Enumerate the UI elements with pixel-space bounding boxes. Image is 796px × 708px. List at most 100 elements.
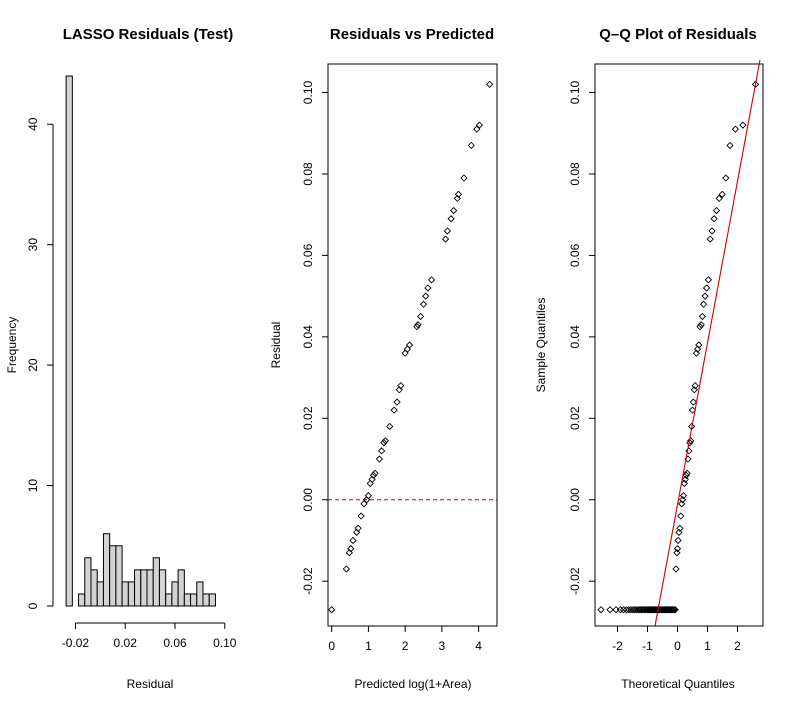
- data-point: [669, 606, 677, 614]
- histogram-bar: [183, 593, 192, 607]
- histogram-bar: [121, 581, 129, 607]
- histogram-bar: [146, 569, 154, 607]
- data-point: [699, 300, 708, 308]
- histogram-x-label: Residual: [127, 677, 174, 691]
- data-point: [682, 471, 690, 479]
- data-point: [751, 80, 760, 88]
- qq-plot-y-label: Sample Quantiles: [534, 298, 548, 393]
- histogram-panel: LASSO Residuals (Test) Residual Frequenc…: [5, 26, 237, 691]
- y-tick-label: 0.02: [568, 406, 582, 430]
- x-tick-label: 0: [674, 639, 681, 653]
- histogram-bar: [165, 593, 173, 607]
- data-point: [702, 284, 711, 292]
- qq-plot-reference-line: [654, 59, 761, 627]
- histogram-bar: [90, 569, 98, 607]
- data-point: [447, 215, 455, 223]
- data-point: [443, 227, 452, 235]
- residuals-vs-predicted-axes: 0 1 2 3 4 -0.02 0.00 0.02 0.04 0.06 0.08 0.10: [301, 81, 482, 653]
- residuals-vs-predicted-title: Residuals vs Predicted: [330, 26, 494, 43]
- x-tick-label: 4: [475, 639, 482, 653]
- data-point: [422, 292, 430, 300]
- data-point: [401, 349, 409, 357]
- data-point: [413, 323, 421, 331]
- y-tick-label: 30: [26, 238, 40, 252]
- data-point: [357, 512, 365, 520]
- data-point: [414, 321, 422, 329]
- data-point: [715, 194, 723, 203]
- x-tick-label: 1: [365, 639, 372, 653]
- qq-plot-axes: -2 -1 0 1 2 -0.02 0.00 0.02 0.04 0.06 0.08 0.10: [568, 81, 741, 653]
- data-point: [718, 190, 726, 198]
- data-point: [473, 125, 481, 133]
- x-tick-label: 0.06: [163, 636, 187, 650]
- x-tick-label: 2: [402, 639, 409, 653]
- data-point: [453, 194, 461, 203]
- y-tick-label: 10: [26, 479, 40, 493]
- data-point: [686, 439, 694, 447]
- residuals-vs-predicted-y-label: Residual: [269, 322, 283, 369]
- qq-plot-frame: [594, 63, 764, 627]
- histogram-bar: [115, 545, 123, 607]
- y-tick-label: 0.02: [301, 406, 315, 430]
- data-point: [328, 606, 336, 614]
- data-point: [693, 345, 702, 353]
- data-point: [712, 206, 721, 215]
- data-point: [739, 121, 747, 129]
- x-tick-label: -1: [642, 639, 653, 653]
- data-point: [416, 312, 425, 321]
- data-point: [393, 398, 401, 406]
- data-point: [424, 284, 432, 292]
- data-point: [475, 121, 484, 129]
- data-point: [375, 455, 384, 463]
- x-tick-label: 3: [439, 639, 446, 653]
- y-tick-label: 0.06: [301, 243, 315, 267]
- data-point: [381, 437, 389, 445]
- data-point: [633, 606, 641, 614]
- residuals-vs-predicted-panel: Residuals vs Predicted Predicted log(1+A…: [269, 26, 498, 691]
- data-point: [460, 174, 468, 182]
- data-point: [706, 235, 714, 243]
- data-point: [380, 439, 388, 447]
- y-tick-label: -0.02: [568, 567, 582, 595]
- histogram-bar: [127, 581, 136, 607]
- y-tick-label: 0.10: [568, 81, 582, 105]
- histogram-bar: [84, 557, 92, 607]
- data-point: [673, 544, 682, 553]
- data-point: [403, 345, 411, 353]
- data-point: [386, 422, 394, 431]
- histogram-bar: [78, 593, 86, 607]
- data-point: [619, 606, 628, 614]
- histogram-bar: [109, 545, 117, 607]
- plot-frame: [594, 63, 764, 627]
- data-point: [674, 536, 682, 545]
- histogram-bar: [65, 75, 73, 607]
- data-point: [360, 500, 368, 508]
- data-point: [427, 276, 436, 284]
- y-tick-label: 0.08: [568, 162, 582, 186]
- qq-plot-points: [597, 80, 760, 614]
- y-tick-label: 0.00: [568, 488, 582, 512]
- data-point: [354, 524, 362, 532]
- data-point: [683, 469, 691, 477]
- data-point: [722, 174, 730, 182]
- histogram-title: LASSO Residuals (Test): [63, 26, 234, 43]
- qq-plot-x-label: Theoretical Quantiles: [621, 677, 734, 691]
- data-point: [681, 475, 689, 484]
- data-point: [405, 341, 414, 349]
- data-point: [369, 471, 378, 479]
- histogram-bar: [158, 569, 167, 607]
- data-point: [701, 292, 709, 300]
- data-point: [689, 398, 698, 406]
- data-point: [731, 125, 740, 133]
- histogram-bar: [208, 593, 216, 607]
- data-point: [691, 382, 699, 390]
- data-point: [710, 215, 718, 223]
- data-point: [397, 382, 405, 390]
- y-tick-label: 0.04: [568, 325, 582, 349]
- histogram-bars: [65, 75, 216, 607]
- data-point: [419, 300, 428, 308]
- x-tick-label: -0.02: [62, 636, 90, 650]
- residuals-vs-predicted-points: [328, 80, 494, 614]
- data-point: [687, 437, 695, 445]
